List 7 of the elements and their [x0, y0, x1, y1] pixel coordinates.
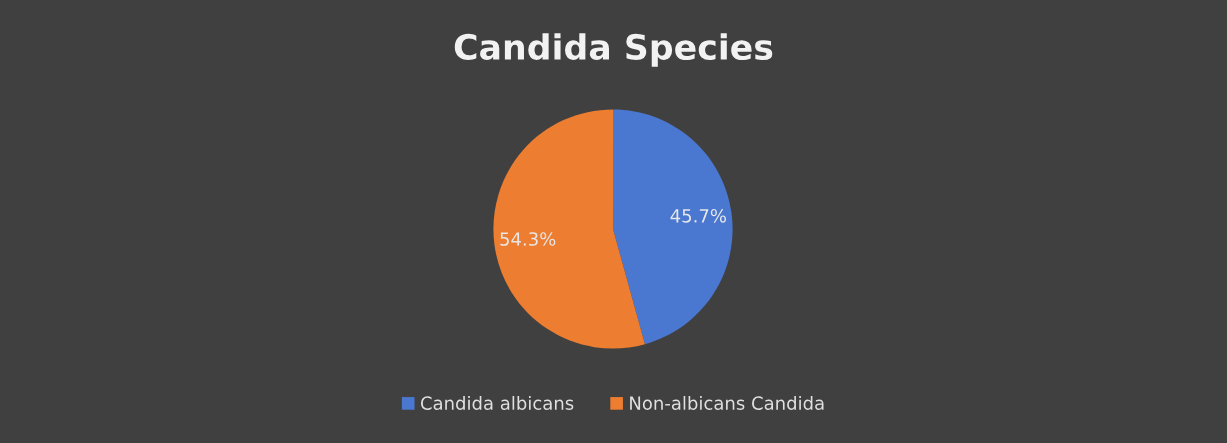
- pie-slice: [613, 109, 733, 345]
- data-label: 45.7%: [670, 208, 727, 223]
- chart-title: Candida Species: [454, 33, 773, 67]
- legend-label: Candida albicans: [420, 395, 574, 410]
- pie-slice: [493, 109, 645, 349]
- data-label: 54.3%: [500, 232, 556, 246]
- legend-label: Non-albicans Candida: [630, 395, 824, 410]
